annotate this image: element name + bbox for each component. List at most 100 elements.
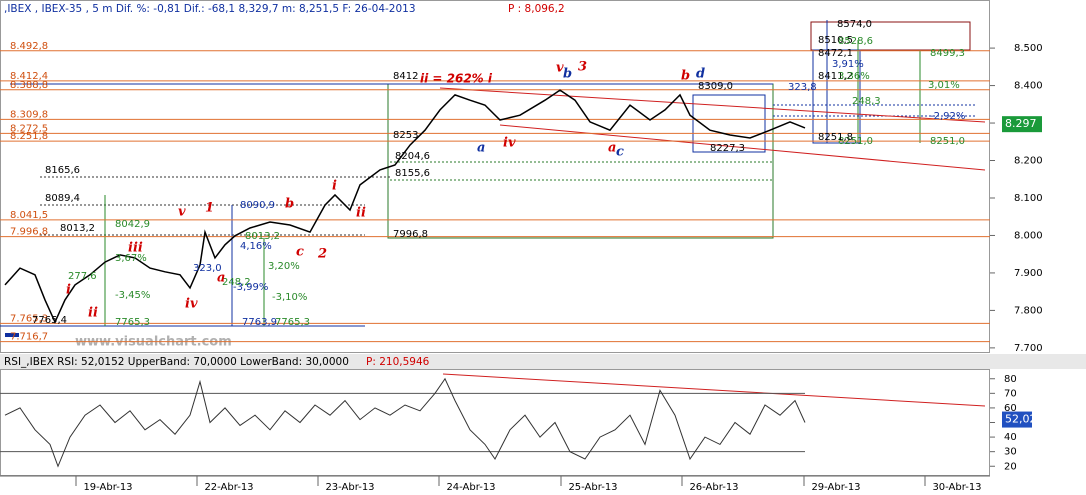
- wave-label: a: [477, 141, 485, 156]
- x-tick-label: 22-Abr-13: [204, 482, 253, 493]
- trend-line: [442, 373, 986, 407]
- annotation: 8013,2: [245, 231, 280, 242]
- annotation: 8412: [393, 71, 418, 82]
- wave-label: iv: [503, 136, 516, 151]
- wave-label: v: [178, 205, 186, 220]
- annotation: 8499,3: [930, 48, 965, 59]
- level-label: 7.765,3: [10, 313, 48, 324]
- last-value-label: 52,02: [1005, 413, 1037, 426]
- annotation: 4,16%: [240, 241, 272, 252]
- wave-label: a: [608, 141, 616, 156]
- zone-box: [692, 94, 766, 153]
- annotation: 8013,2: [60, 223, 95, 234]
- price-panel: [0, 0, 990, 353]
- wave-label: a: [217, 271, 225, 286]
- annotation: 8411,2: [818, 71, 853, 82]
- annotation: 8253: [393, 130, 418, 141]
- rsi-header-bar: [0, 354, 1086, 369]
- y-tick-label: 60: [1004, 403, 1017, 414]
- rsi-title-price: P: 210,5946: [366, 356, 430, 368]
- annotation: 8574,0: [837, 19, 872, 30]
- annotation: 3,36%: [838, 71, 870, 82]
- annotation: 8042,9: [115, 219, 150, 230]
- annotation: 8472,1: [818, 48, 853, 59]
- wave-label: iv: [185, 297, 198, 312]
- y-tick-label: 8.200: [1014, 156, 1043, 167]
- x-tick-label: 24-Abr-13: [446, 482, 495, 493]
- level-label: 7.996,8: [10, 227, 48, 238]
- annotation: 7765,3: [275, 317, 310, 328]
- wave-label: b: [563, 67, 572, 82]
- wave-label: b: [285, 197, 294, 212]
- x-tick-label: 30-Abr-13: [932, 482, 981, 493]
- annotation: 323,0: [193, 263, 222, 274]
- annotation: 3,67%: [115, 253, 147, 264]
- annotation: 7765,4: [32, 315, 67, 326]
- last-value-box: [1002, 116, 1042, 133]
- wave-label: ii: [88, 306, 98, 321]
- x-tick-label: 19-Abr-13: [83, 482, 132, 493]
- level-label: 8.492,8: [10, 41, 48, 52]
- annotation: 8528,6: [838, 36, 873, 47]
- level-label: 8.412,4: [10, 71, 48, 82]
- annotation: 8227,3: [710, 143, 745, 154]
- wave-label: 2: [317, 247, 327, 262]
- wave-label: d: [696, 67, 705, 82]
- annotation: 248,3: [852, 96, 881, 107]
- annotation: -3,99%: [233, 282, 268, 293]
- annotation: 8510,5: [818, 35, 853, 46]
- annotation: -3,10%: [272, 292, 307, 303]
- y-tick-label: 7.800: [1014, 305, 1043, 316]
- wave-label: 3: [578, 60, 587, 75]
- annotation: 7765,3: [115, 317, 150, 328]
- annotation: 7763,9: [242, 317, 277, 328]
- wave-label: ii: [356, 206, 366, 221]
- annotation: 277,6: [68, 271, 97, 282]
- last-value-label: 8.297: [1005, 117, 1037, 130]
- y-tick-label: 8.000: [1014, 230, 1043, 241]
- annotation: 8204,6: [395, 151, 430, 162]
- annotation: -2,92%: [930, 111, 965, 122]
- annotation: 8155,6: [395, 168, 430, 179]
- annotation: ii = 262% i: [420, 72, 493, 86]
- trend-line: [499, 124, 986, 171]
- x-tick-label: 29-Abr-13: [811, 482, 860, 493]
- level-label: 8.309,8: [10, 109, 48, 120]
- chart-title: ,IBEX , IBEX-35 , 5 m Dif. %: -0,81 Dif.…: [4, 3, 416, 15]
- trend-line: [439, 87, 986, 123]
- annotation: 8090,9: [240, 200, 275, 211]
- level-label: 8.041,5: [10, 210, 48, 221]
- annotation: 3,01%: [928, 80, 960, 91]
- wave-label: iii: [128, 241, 143, 256]
- y-tick-label: 40: [1004, 432, 1017, 443]
- y-tick-label: 8.400: [1014, 81, 1043, 92]
- annotation: 8251,0: [930, 136, 965, 147]
- y-tick-label: 7.700: [1014, 343, 1043, 354]
- level-label: 8.388,8: [10, 80, 48, 91]
- y-tick-label: 80: [1004, 374, 1017, 385]
- wave-label: i: [332, 179, 337, 194]
- annotation: 248,2: [222, 277, 251, 288]
- annotation: 8165,6: [45, 165, 80, 176]
- y-tick-label: 8.500: [1014, 43, 1043, 54]
- y-tick-label: 70: [1004, 388, 1017, 399]
- target-box: [812, 49, 861, 144]
- annotation: 8251,0: [838, 136, 873, 147]
- wave-label: c: [616, 145, 624, 160]
- x-tick-label: 26-Abr-13: [689, 482, 738, 493]
- level-label: 8.272,5: [10, 123, 48, 134]
- y-tick-label: 7.900: [1014, 268, 1043, 279]
- annotation: 8309,0: [698, 81, 733, 92]
- level-label: 7.716,7: [10, 332, 48, 343]
- wave-label: 1: [205, 201, 214, 216]
- data-line: [4, 377, 806, 468]
- level-label: 8.251,8: [10, 131, 48, 142]
- y-tick-label: 30: [1004, 447, 1017, 458]
- wave-label: b: [681, 69, 690, 84]
- last-value-box: [1002, 411, 1032, 428]
- y-tick-label: 8.100: [1014, 193, 1043, 204]
- x-tick-label: 25-Abr-13: [568, 482, 617, 493]
- title-price: P : 8,096,2: [508, 3, 565, 15]
